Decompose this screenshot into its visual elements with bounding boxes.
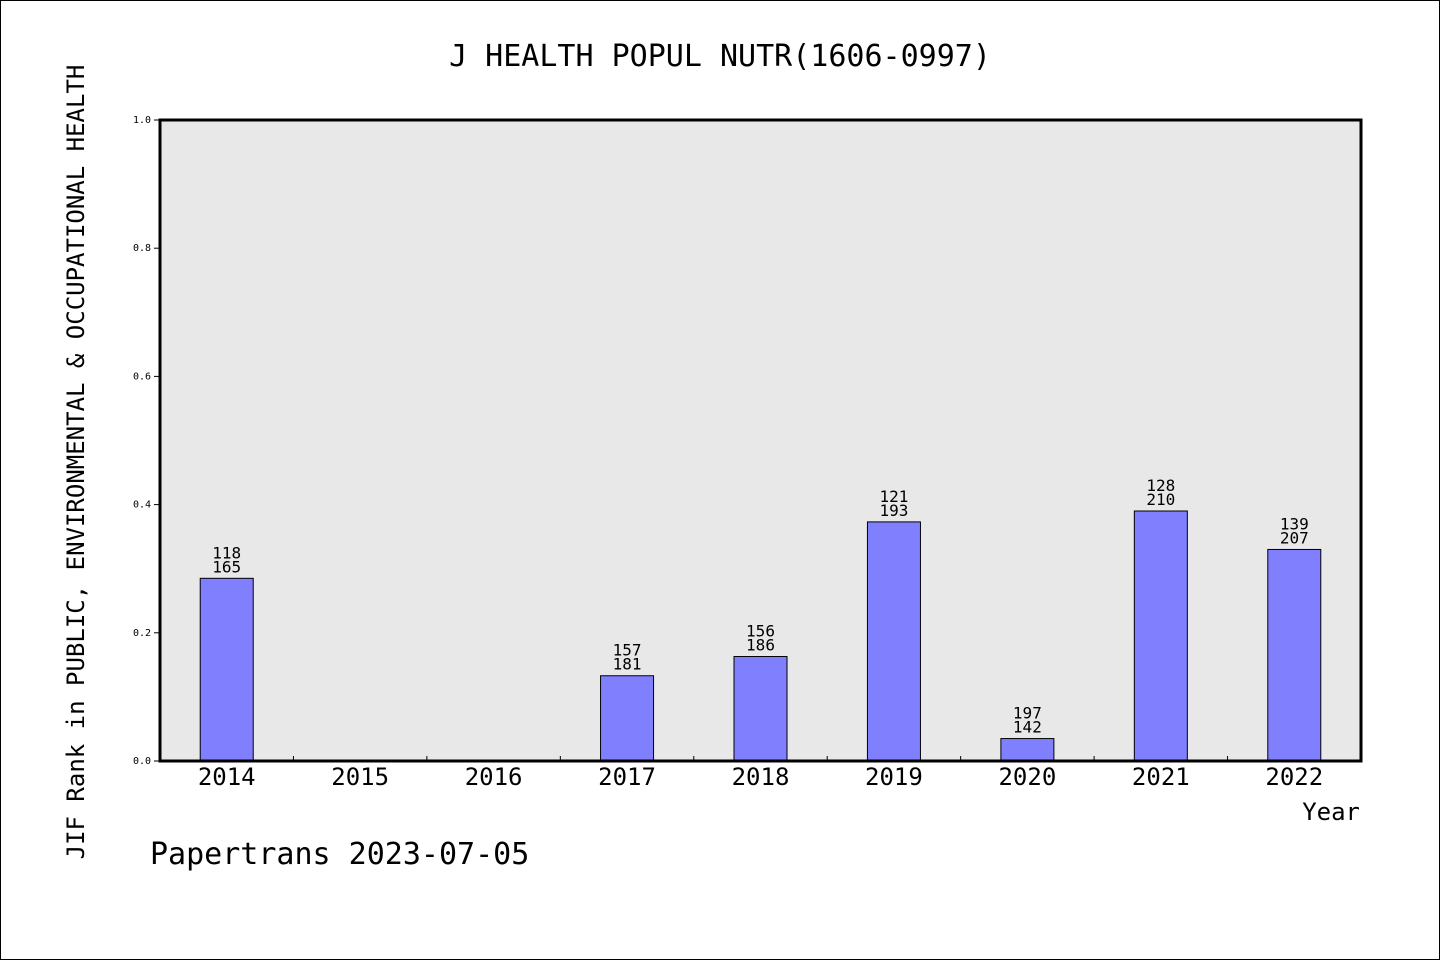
bar-label-total: 181 [613, 655, 642, 674]
bar-2019 [866, 521, 921, 762]
x-axis-label: Year [1302, 798, 1360, 826]
plot-border [158, 118, 1363, 763]
bar-2018 [733, 656, 788, 762]
bar-2020 [1000, 738, 1055, 762]
bar-label-total: 142 [1013, 718, 1042, 737]
y-tick-label: 1.0 [133, 115, 151, 126]
x-tick-label: 2014 [198, 763, 256, 791]
bar-label-rank: 157 [613, 641, 642, 660]
y-axis-label: JIF Rank in PUBLIC, ENVIRONMENTAL & OCCU… [62, 65, 90, 860]
x-tick-label: 2021 [1132, 763, 1190, 791]
bar-label-rank: 156 [746, 622, 775, 641]
bar-2014 [199, 577, 254, 762]
y-tick-label: 0.2 [133, 628, 151, 639]
bar-label-rank: 197 [1013, 704, 1042, 723]
bar-2022 [1267, 548, 1322, 762]
footer-credit: Papertrans 2023-07-05 [150, 837, 529, 872]
chart-title: J HEALTH POPUL NUTR(1606-0997) [449, 39, 991, 74]
y-axis-ticks: 0.0 0.2 0.4 0.6 0.8 1.0 [133, 115, 160, 767]
bar-label-total: 207 [1280, 528, 1309, 547]
bar-label-rank: 128 [1146, 476, 1175, 495]
y-tick-label: 0.6 [133, 371, 151, 382]
bar-label-total: 165 [212, 557, 241, 576]
y-tick-label: 0.0 [133, 756, 151, 767]
x-axis-ticks: 2014 2015 2016 2017 2018 2019 2020 2021 2022 [198, 756, 1323, 791]
bar-label-rank: 139 [1280, 514, 1309, 533]
x-tick-label: 2022 [1265, 763, 1323, 791]
x-tick-label: 2018 [732, 763, 790, 791]
bar-label-total: 193 [879, 501, 908, 520]
x-tick-label: 2020 [998, 763, 1056, 791]
y-tick-label: 0.8 [133, 243, 151, 254]
bar-2017 [600, 675, 655, 762]
x-tick-label: 2015 [331, 763, 389, 791]
bar-label-rank: 121 [879, 487, 908, 506]
bar-label-rank: 118 [212, 543, 241, 562]
bars [199, 510, 1322, 762]
bar-label-total: 186 [746, 636, 775, 655]
x-tick-label: 2016 [465, 763, 523, 791]
y-tick-label: 0.4 [133, 500, 151, 511]
bar-label-total: 210 [1146, 490, 1175, 509]
x-tick-label: 2017 [598, 763, 656, 791]
bar-2021 [1133, 510, 1188, 762]
x-tick-label: 2019 [865, 763, 923, 791]
